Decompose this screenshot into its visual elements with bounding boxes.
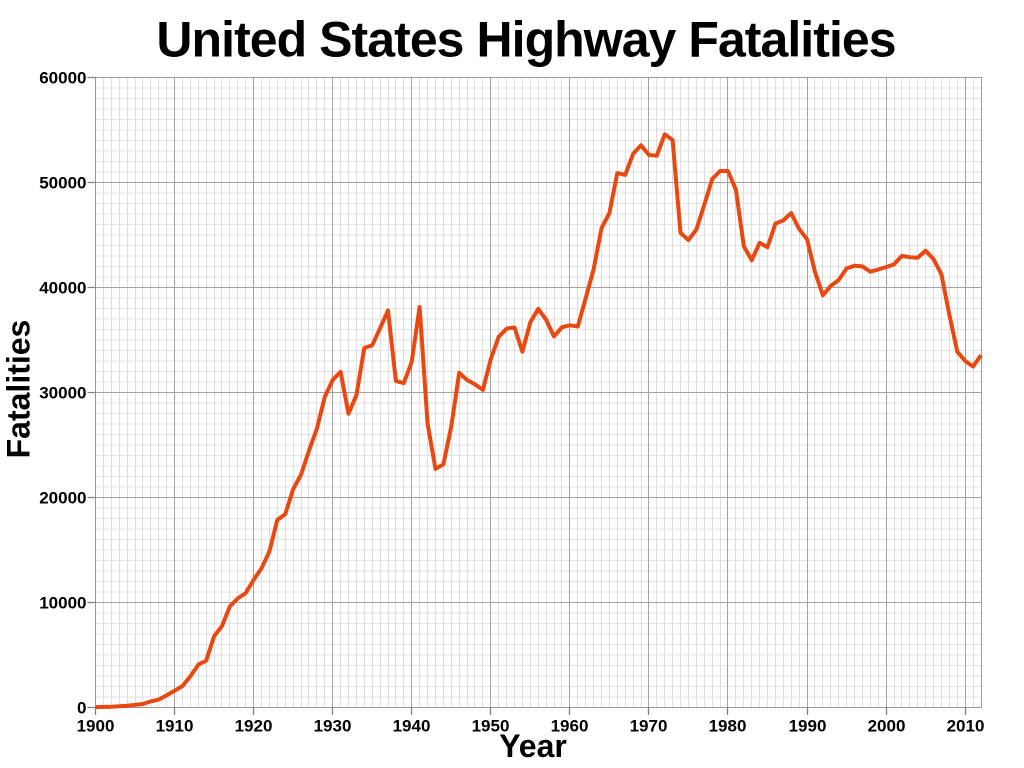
svg-text:1910: 1910: [156, 717, 194, 736]
svg-text:1970: 1970: [630, 717, 668, 736]
svg-text:Year: Year: [499, 728, 567, 764]
svg-text:1960: 1960: [551, 717, 589, 736]
svg-text:10000: 10000: [39, 593, 86, 612]
svg-text:United States Highway Fataliti: United States Highway Fatalities: [156, 12, 895, 68]
svg-text:1930: 1930: [314, 717, 352, 736]
svg-text:50000: 50000: [39, 173, 86, 192]
svg-text:30000: 30000: [39, 383, 86, 402]
svg-text:2010: 2010: [947, 717, 985, 736]
svg-text:1950: 1950: [472, 717, 510, 736]
svg-text:40000: 40000: [39, 278, 86, 297]
svg-text:1940: 1940: [393, 717, 431, 736]
svg-text:0: 0: [77, 698, 86, 717]
svg-text:1990: 1990: [789, 717, 827, 736]
svg-text:1900: 1900: [77, 717, 115, 736]
svg-text:2000: 2000: [868, 717, 906, 736]
svg-text:20000: 20000: [39, 488, 86, 507]
svg-text:60000: 60000: [39, 68, 86, 87]
svg-text:1980: 1980: [709, 717, 747, 736]
svg-text:Fatalities: Fatalities: [1, 320, 37, 459]
svg-text:1920: 1920: [235, 717, 273, 736]
